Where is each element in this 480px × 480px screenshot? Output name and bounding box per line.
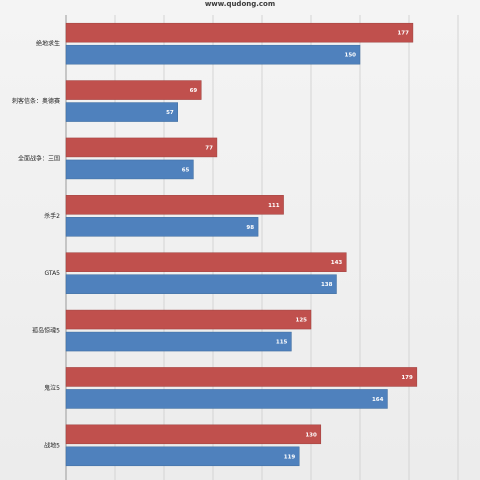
- bar-series-2: [65, 389, 388, 409]
- bar-series-2: [65, 274, 337, 294]
- bar-series-1: [65, 195, 284, 215]
- value-label: 111: [268, 203, 280, 209]
- bar-series-2: [65, 44, 361, 65]
- value-label: 138: [321, 282, 333, 288]
- bar-series-2: [65, 331, 292, 352]
- value-label: 65: [182, 167, 190, 173]
- bar-series-2: [65, 217, 259, 237]
- category-label: 杀手2: [44, 212, 60, 220]
- bar-series-1: [65, 252, 347, 272]
- value-label: 143: [331, 260, 343, 266]
- value-label: 164: [372, 397, 384, 403]
- value-label: 125: [296, 318, 308, 324]
- value-label: 177: [397, 31, 409, 37]
- value-label: 77: [205, 145, 213, 151]
- category-label: 鬼泣5: [44, 384, 60, 392]
- bar-series-1: [65, 80, 202, 100]
- value-label: 57: [166, 110, 174, 116]
- category-label: 孤岛惊魂5: [32, 327, 60, 335]
- value-label: 69: [190, 88, 198, 94]
- bars-layer: 177 150 69 57 77 65 111 98 143 138 125 115 179 164 130…: [65, 22, 418, 467]
- value-label: 119: [284, 454, 296, 460]
- bar-series-1: [65, 367, 418, 387]
- category-label: 战地5: [44, 441, 60, 449]
- value-label: 115: [276, 340, 288, 346]
- category-label: GTA5: [44, 270, 60, 277]
- category-label: 绝地求生: [36, 40, 60, 48]
- value-label: 179: [401, 375, 413, 381]
- bar-series-1: [65, 309, 312, 330]
- bar-series-2: [65, 159, 194, 180]
- bar-series-1: [65, 137, 218, 158]
- value-label: 150: [345, 53, 357, 59]
- bar-series-2: [65, 102, 178, 122]
- category-label: 全面战争：三国: [18, 154, 60, 162]
- bar-series-2: [65, 446, 300, 467]
- bar-series-1: [65, 22, 414, 43]
- watermark-text: www.qudong.com: [205, 0, 275, 8]
- category-label: 刺客信条：奥德赛: [12, 97, 60, 105]
- value-label: 98: [246, 225, 254, 231]
- value-label: 130: [305, 432, 317, 438]
- bar-series-1: [65, 424, 322, 445]
